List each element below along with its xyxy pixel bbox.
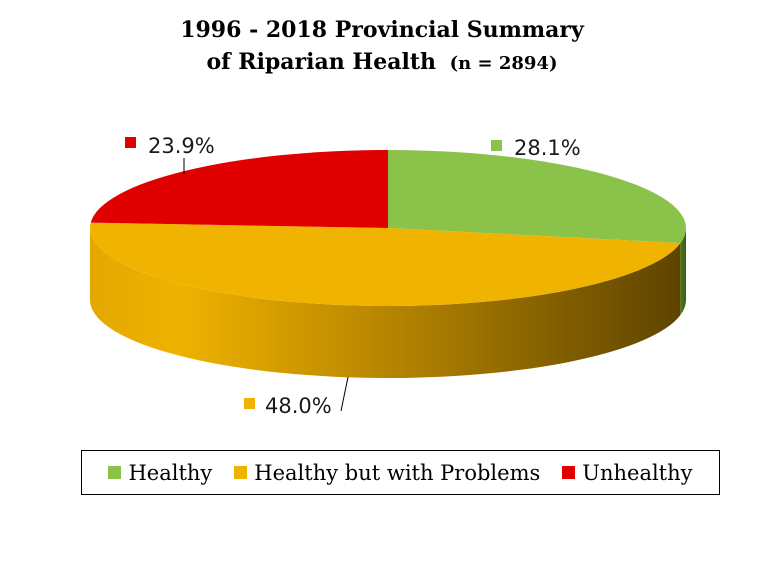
pie-slice-healthy-but-with-problems [89, 222, 681, 307]
pie-slice-unhealthy [90, 150, 388, 228]
chart-title-main: of Riparian Health [206, 49, 436, 75]
legend-swatch-unhealthy [562, 466, 576, 479]
legend-item-healthy: Healthy [108, 461, 212, 485]
chart-title-line2: of Riparian Health (n = 2894) [206, 49, 557, 75]
label-marker-unhealthy [125, 137, 136, 148]
label-marker-healthy [491, 140, 502, 151]
data-label-unhealthy: 23.9% [148, 134, 215, 158]
chart-legend: Healthy Healthy but with Problems Unheal… [81, 450, 720, 495]
legend-swatch-healthy-but-with-problems [234, 466, 248, 479]
chart-title-n: (n = 2894) [450, 53, 558, 74]
chart-title-line1: 1996 - 2018 Provincial Summary [180, 17, 585, 43]
legend-item-unhealthy: Unhealthy [562, 460, 693, 485]
label-marker-healthy-but-with-problems [244, 398, 255, 409]
legend-label-unhealthy: Unhealthy [582, 460, 693, 485]
slice-side-healthy [680, 228, 686, 316]
leader-line-healthy-but-with-problems [340, 376, 349, 412]
legend-label-healthy: Healthy [128, 460, 213, 485]
legend-label-healthy-but-with-problems: Healthy but with Problems [254, 460, 541, 485]
legend-item-healthy-but-with-problems: Healthy but with Problems [234, 461, 540, 485]
legend-swatch-healthy [108, 466, 122, 479]
data-label-healthy-but-with-problems: 48.0% [265, 394, 332, 418]
data-label-healthy: 28.1% [514, 136, 581, 160]
pie-slice-healthy [388, 150, 687, 244]
slice-side-healthy-but-with-problems [90, 228, 681, 378]
